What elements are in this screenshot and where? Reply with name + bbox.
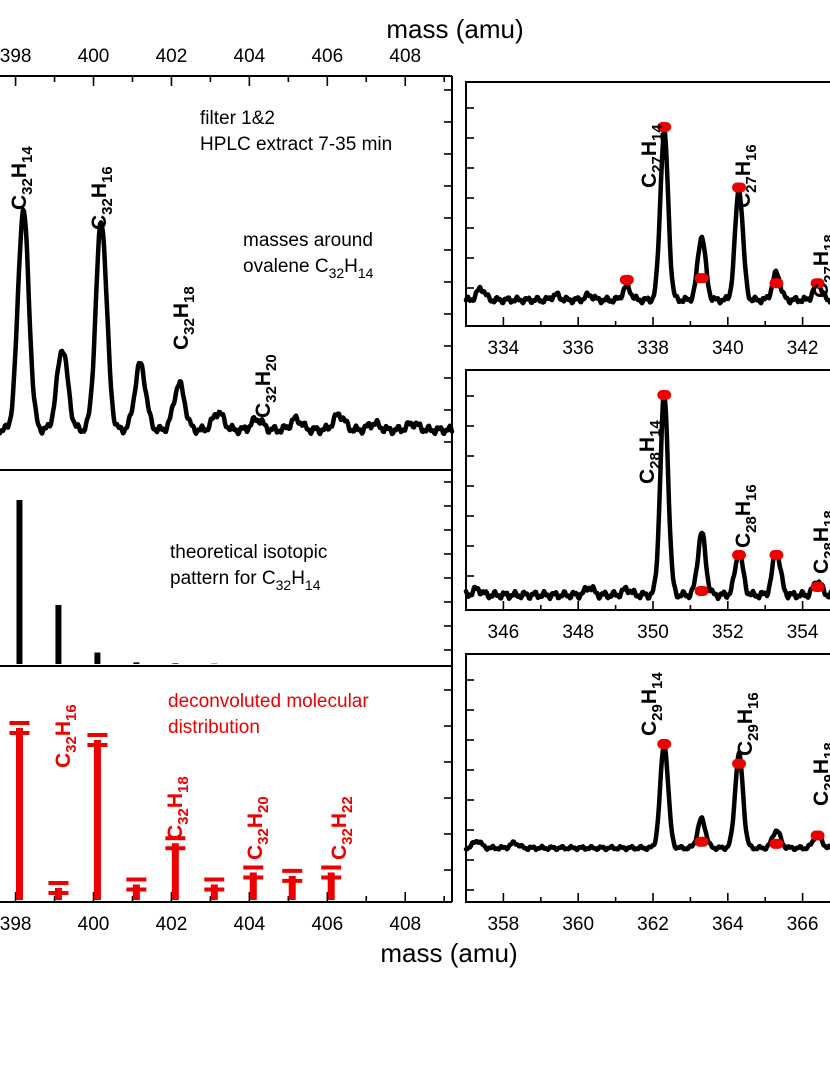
left-bot-bar-label-C32H18: C32H18: [164, 776, 192, 840]
deconvoluted-bar-0: [15, 728, 23, 900]
right-2-peak-label-C28H16: C28H16: [732, 484, 760, 548]
right-2-marker-2: [732, 550, 747, 560]
deconvoluted-bar-5: [210, 884, 218, 900]
right-2-tick-label-346: 346: [488, 622, 520, 643]
isotopic-stick-3: [133, 662, 140, 664]
right-3-tick-label-364: 364: [712, 914, 744, 935]
right-2-tick-label-350: 350: [637, 622, 669, 643]
annotation-filter: filter 1&2: [200, 108, 275, 129]
right-spectrum-1: [463, 128, 830, 306]
top-tick-label-404: 404: [234, 46, 266, 67]
left-bot-bar-label-C32H20: C32H20: [244, 796, 272, 860]
top-tick-label-400: 400: [78, 46, 110, 67]
right-3-marker-1: [694, 836, 709, 847]
right-1-tick-label-338: 338: [637, 338, 669, 359]
deconvoluted-bar-6: [249, 872, 257, 900]
bottom-tick-label-408: 408: [389, 914, 421, 935]
isotopic-sticks: [16, 500, 218, 664]
spectra-traces: [0, 128, 830, 853]
right-3-marker-2: [732, 758, 747, 769]
right-1-tick-label-334: 334: [488, 338, 520, 359]
right-1-marker-3: [732, 182, 747, 193]
right-2-peak-label-C28H18: C28H18: [810, 510, 830, 574]
deconvoluted-bar-8: [327, 872, 335, 900]
right-spectrum-3: [463, 742, 830, 853]
right-1-marker-2: [694, 273, 709, 284]
right-3-tick-label-366: 366: [787, 914, 819, 935]
annotation-pattern: pattern for C32H14: [170, 568, 321, 593]
right-2-tick-label-354: 354: [787, 622, 819, 643]
right-2-marker-0: [657, 390, 672, 400]
right-2-marker-1: [694, 586, 709, 596]
peak-labels: C32H14 C32H16 C32H18 C32H20 C32H16 C32H18 C32H…: [8, 124, 830, 860]
tick-labels: 398 400 402 404 406 408 398 400 402 404 406 408 334 3…: [0, 46, 819, 935]
right-2-tick-label-348: 348: [562, 622, 594, 643]
left-top-spectrum: [0, 207, 455, 437]
right-3-peak-label-C29H14: C29H14: [638, 672, 666, 736]
top-tick-label-398: 398: [0, 46, 31, 67]
deconvoluted-bar-7: [288, 875, 296, 900]
right-3-marker-3: [769, 838, 784, 849]
right-3-marker-0: [657, 739, 672, 749]
isotopic-stick-2: [94, 652, 101, 664]
annotation-masses-around: masses around: [243, 230, 373, 251]
annotation-distribution: distribution: [168, 717, 260, 738]
right-2-marker-4: [810, 582, 825, 592]
left-bot-bar-label-C32H16: C32H16: [52, 704, 80, 768]
left-top-peak-label-C32H16: C32H16: [88, 166, 116, 230]
top-tick-label-408: 408: [389, 46, 421, 67]
deconvoluted-bar-4: [171, 843, 179, 900]
red-markers: [619, 121, 825, 849]
right-1-marker-4: [769, 278, 784, 289]
right-3-marker-4: [810, 830, 825, 841]
right-middle-frame: [465, 369, 830, 611]
right-1-tick-label-342: 342: [787, 338, 819, 359]
right-2-peak-label-C28H14: C28H14: [636, 420, 664, 484]
bottom-tick-label-398: 398: [0, 914, 31, 935]
annotation-hplc: HPLC extract 7-35 min: [200, 134, 392, 155]
right-1-tick-label-340: 340: [712, 338, 744, 359]
right-3-tick-label-358: 358: [488, 914, 520, 935]
right-2-tick-label-352: 352: [712, 622, 744, 643]
right-1-marker-1: [657, 121, 672, 132]
right-3-peak-label-C29H18: C29H18: [810, 742, 830, 806]
bottom-tick-label-404: 404: [234, 914, 266, 935]
bottom-tick-label-400: 400: [78, 914, 110, 935]
right-1-peak-label-C27H16: C27H16: [732, 144, 760, 208]
right-1-peak-label-C27H18: C27H18: [810, 234, 830, 298]
isotopic-stick-1: [55, 604, 62, 664]
right-top-frame: [465, 81, 830, 327]
left-top-peak-label-C32H18: C32H18: [170, 286, 198, 350]
right-1-tick-label-336: 336: [562, 338, 594, 359]
top-tick-label-402: 402: [156, 46, 188, 67]
deconvoluted-bars: [9, 721, 342, 900]
left-bot-bar-label-C32H22: C32H22: [328, 796, 356, 860]
axis-ticks: [14, 76, 804, 902]
top-mass-axis-title: mass (amu): [386, 14, 523, 44]
bottom-mass-axis-title: mass (amu): [380, 938, 517, 968]
right-3-peak-label-C29H16: C29H16: [734, 692, 762, 756]
isotopic-stick-4: [172, 663, 179, 664]
bottom-tick-label-406: 406: [311, 914, 343, 935]
deconvoluted-bar-3: [132, 884, 140, 900]
top-tick-label-406: 406: [311, 46, 343, 67]
annotation-theoretical: theoretical isotopic: [170, 542, 327, 563]
right-1-marker-5: [810, 278, 825, 289]
right-1-peak-label-C27H14: C27H14: [638, 124, 666, 188]
right-3-tick-label-360: 360: [562, 914, 594, 935]
right-2-marker-3: [769, 550, 784, 560]
right-3-tick-label-362: 362: [637, 914, 669, 935]
isotopic-stick-0: [16, 500, 23, 664]
annotation-deconvoluted: deconvoluted molecular: [168, 691, 369, 712]
left-top-peak-label-C32H20: C32H20: [252, 354, 280, 418]
deconvoluted-bar-2: [93, 740, 101, 900]
annotation-ovalene: ovalene C32H14: [243, 256, 374, 281]
right-1-marker-0: [619, 274, 634, 285]
bottom-tick-label-402: 402: [156, 914, 188, 935]
left-top-peak-label-C32H14: C32H14: [8, 146, 36, 210]
